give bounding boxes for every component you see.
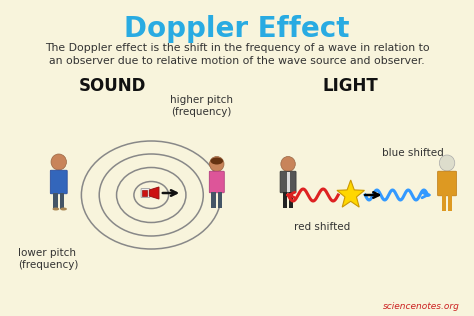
Text: lower pitch
(frequency): lower pitch (frequency) [18,248,79,270]
Bar [448,195,452,211]
Bar [218,192,222,208]
Bar [283,192,287,208]
Ellipse shape [53,208,59,210]
FancyBboxPatch shape [50,170,67,194]
Text: The Doppler effect is the shift in the frequency of a wave in relation to: The Doppler effect is the shift in the f… [45,43,429,53]
Text: red shifted: red shifted [294,222,350,232]
FancyBboxPatch shape [141,189,150,198]
Bar [287,172,290,192]
Ellipse shape [210,157,223,165]
Text: sciencenotes.org: sciencenotes.org [383,302,460,311]
Text: blue shifted: blue shifted [383,148,444,158]
Bar [289,192,293,208]
Circle shape [439,155,455,171]
Ellipse shape [60,208,67,210]
Bar [442,195,446,211]
Circle shape [51,154,66,170]
FancyBboxPatch shape [280,171,296,193]
Bar [54,193,58,209]
Circle shape [281,156,295,172]
Text: LIGHT: LIGHT [323,77,379,95]
Circle shape [210,156,224,172]
Bar [60,193,64,209]
Text: higher pitch
(frequency): higher pitch (frequency) [170,95,233,117]
Polygon shape [149,187,159,199]
Text: an observer due to relative motion of the wave source and observer.: an observer due to relative motion of th… [49,56,425,66]
FancyBboxPatch shape [438,171,456,196]
Bar [142,190,147,196]
Polygon shape [337,180,365,207]
Text: SOUND: SOUND [79,77,146,95]
FancyBboxPatch shape [209,171,224,193]
Text: Doppler Effect: Doppler Effect [124,15,350,43]
Bar [211,192,216,208]
